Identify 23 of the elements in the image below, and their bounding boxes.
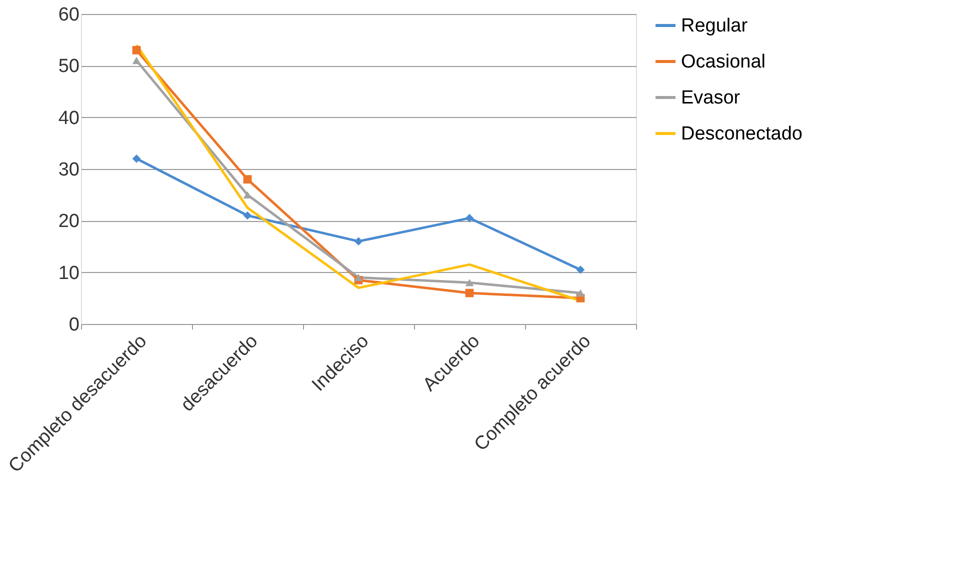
legend-label: Ocasional <box>681 52 766 72</box>
legend-label: Regular <box>681 16 748 36</box>
point <box>354 237 363 246</box>
y-tick-label: 60 <box>58 4 80 26</box>
y-tick-label: 50 <box>58 56 80 78</box>
point <box>132 154 141 163</box>
point <box>465 288 474 298</box>
y-tick-label: 10 <box>58 262 80 284</box>
y-tick-label: 20 <box>58 211 80 232</box>
point <box>354 274 363 282</box>
y-tick-label: 30 <box>58 160 80 180</box>
point <box>465 214 474 222</box>
legend-label: Evasor <box>681 88 741 108</box>
point <box>132 56 141 64</box>
y-tick-label: 40 <box>58 108 80 129</box>
legend-label: Desconectado <box>681 124 802 144</box>
point <box>576 289 585 297</box>
point <box>243 211 252 220</box>
y-tick-label: 0 <box>68 314 80 336</box>
point <box>465 279 474 286</box>
point <box>132 46 141 54</box>
point <box>576 266 585 274</box>
point <box>243 175 252 184</box>
